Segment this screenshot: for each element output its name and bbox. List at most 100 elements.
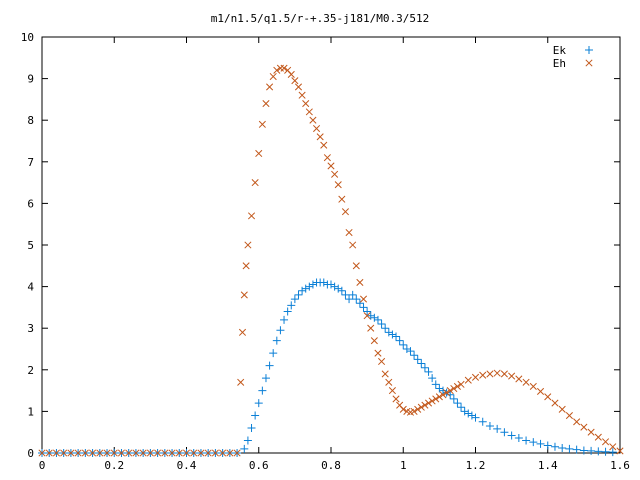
eh-point <box>233 449 241 457</box>
eh-point <box>251 179 259 187</box>
eh-point <box>211 449 219 457</box>
ek-point <box>352 295 361 304</box>
x-tick-label: 0.6 <box>249 459 269 472</box>
ek-point <box>276 326 285 335</box>
eh-point <box>443 389 451 397</box>
eh-point <box>110 449 118 457</box>
eh-point <box>146 449 154 457</box>
legend-label-ek: Ek <box>553 44 567 57</box>
eh-point <box>273 66 281 74</box>
y-tick-label: 1 <box>27 405 34 418</box>
eh-point <box>601 438 610 446</box>
eh-point <box>471 373 480 381</box>
ek-point <box>435 384 444 393</box>
ek-point <box>269 349 278 358</box>
ek-point <box>254 399 263 408</box>
ek-point <box>272 336 281 345</box>
y-tick-label: 0 <box>27 447 34 460</box>
ek-point <box>550 442 559 451</box>
eh-point <box>381 370 389 378</box>
ek-point <box>417 359 426 368</box>
ek-point <box>373 315 382 324</box>
ek-point <box>359 303 368 312</box>
eh-point <box>316 133 324 141</box>
ek-point <box>428 374 437 383</box>
ek-point <box>543 441 552 450</box>
eh-point <box>385 378 393 386</box>
eh-point <box>312 124 321 133</box>
x-tick-label: 1.4 <box>538 459 558 472</box>
ek-point <box>287 301 296 310</box>
eh-point <box>378 357 386 366</box>
eh-point <box>410 407 418 415</box>
x-tick-label: 1 <box>400 459 407 472</box>
ek-point <box>406 347 415 356</box>
eh-point <box>352 262 360 270</box>
eh-point <box>242 262 250 270</box>
ek-point <box>453 399 462 408</box>
eh-point <box>508 372 516 380</box>
y-tick-label: 3 <box>27 322 34 335</box>
eh-point <box>500 370 508 378</box>
y-tick-label: 2 <box>27 364 34 377</box>
ek-point <box>363 307 372 316</box>
ek-point <box>587 446 596 455</box>
ek-point <box>457 403 466 412</box>
eh-point <box>392 395 400 403</box>
ek-point <box>446 390 455 399</box>
eh-point <box>38 449 46 457</box>
eh-point <box>522 378 530 386</box>
x-tick-label: 0.8 <box>321 459 341 472</box>
ek-point <box>345 295 354 304</box>
eh-point <box>197 449 205 457</box>
eh-point <box>240 291 248 299</box>
eh-point <box>424 399 433 407</box>
eh-point <box>247 212 256 220</box>
ek-point <box>514 434 523 443</box>
ek-point <box>341 290 350 299</box>
ek-point <box>294 290 303 299</box>
series-eh <box>38 64 624 457</box>
ek-point <box>251 411 260 420</box>
y-tick-label: 7 <box>27 156 34 169</box>
x-tick-label: 0.2 <box>104 459 124 472</box>
y-tick-label: 4 <box>27 281 34 294</box>
ek-point <box>348 290 357 299</box>
ek-point <box>522 436 531 445</box>
eh-point <box>486 370 494 378</box>
ek-point <box>395 336 404 345</box>
eh-point <box>417 403 425 411</box>
ek-point <box>478 417 487 426</box>
eh-point <box>305 108 313 116</box>
eh-point <box>536 387 545 395</box>
eh-point <box>269 72 277 81</box>
eh-point <box>125 449 133 457</box>
eh-point <box>345 228 353 237</box>
eh-point <box>450 384 458 393</box>
ek-point <box>608 448 617 457</box>
eh-point <box>320 141 328 149</box>
eh-point <box>204 449 212 457</box>
ek-point <box>392 332 401 341</box>
eh-point <box>565 412 573 420</box>
eh-point <box>45 449 53 457</box>
eh-point <box>551 399 559 407</box>
eh-point <box>74 449 82 457</box>
eh-point <box>479 371 487 379</box>
ek-point <box>305 282 314 291</box>
eh-point <box>594 433 602 441</box>
ek-point <box>579 446 588 455</box>
x-tick-label: 1.6 <box>610 459 630 472</box>
ek-point <box>485 421 494 430</box>
eh-point <box>428 397 436 405</box>
ek-point <box>500 428 509 437</box>
data-points <box>38 64 624 457</box>
eh-point <box>370 337 378 345</box>
ek-point <box>431 380 440 389</box>
eh-point <box>558 405 566 413</box>
eh-point <box>356 278 364 286</box>
ek-point <box>308 280 317 289</box>
eh-point <box>323 154 331 162</box>
